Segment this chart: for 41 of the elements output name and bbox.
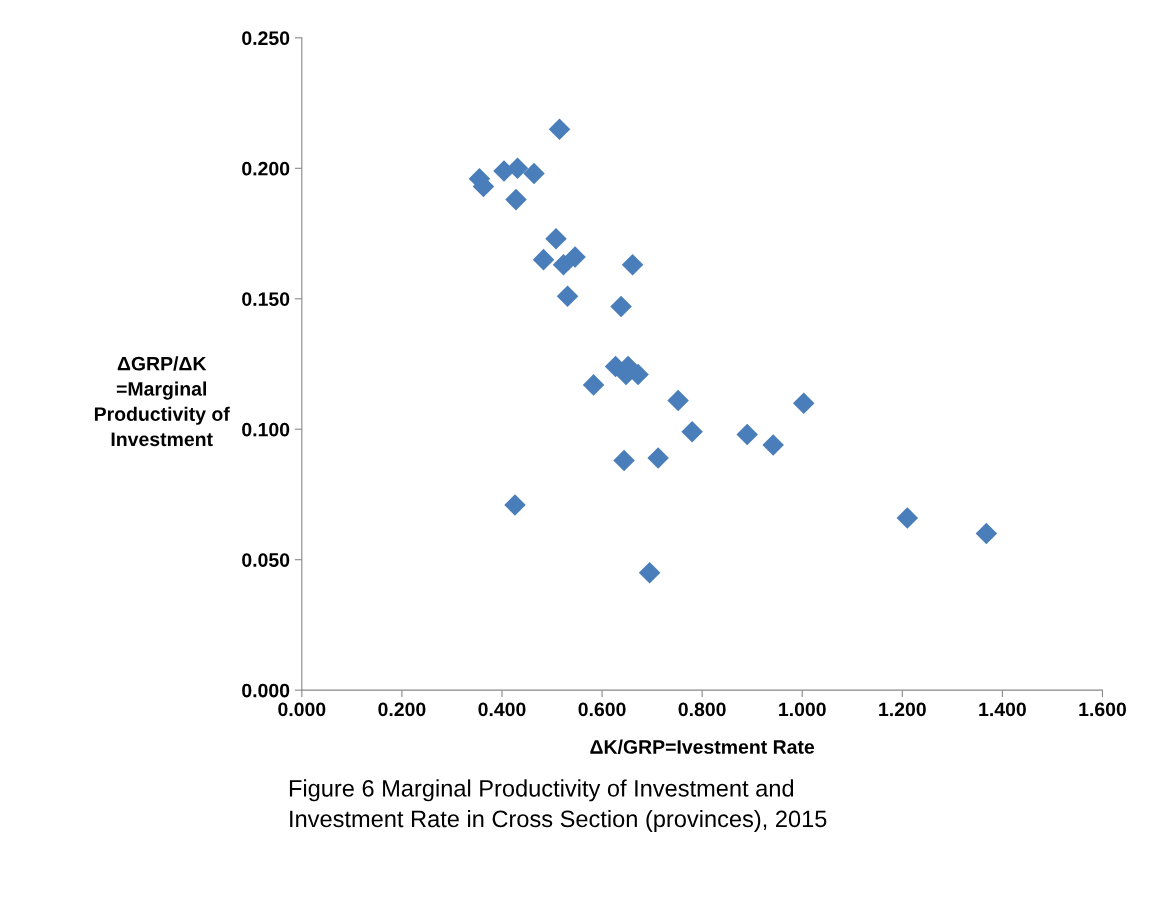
x-tick-label: 1.600 (1079, 702, 1126, 717)
point (792, 392, 815, 414)
point (681, 421, 703, 443)
point (523, 162, 545, 185)
y-tick-label: 0.000 (242, 683, 290, 698)
point (610, 295, 632, 318)
point (505, 188, 527, 211)
y-tick-label: 0.150 (242, 292, 290, 307)
y-tick-label: 0.250 (242, 31, 290, 46)
point (552, 254, 575, 276)
x-tick-label: 0.600 (578, 702, 626, 717)
x-tick-label: 1.200 (879, 702, 926, 717)
point (667, 389, 689, 412)
y-tick-label: 0.050 (242, 553, 290, 567)
x-tick-label: 0.200 (378, 702, 426, 717)
point (647, 447, 669, 469)
point (975, 522, 998, 545)
point (504, 494, 526, 516)
point (896, 507, 919, 529)
point (564, 246, 586, 268)
y-axis-title: ΔGRP/ΔK =Marginal Productivity of Investment (94, 356, 230, 447)
point (638, 561, 661, 584)
x-tick-label: 0.000 (278, 702, 326, 717)
point (506, 157, 529, 180)
x-axis-title: ΔK/GRP=Ivestment Rate (590, 739, 815, 755)
caption: Figure 6 Marginal Productivity of Investment and Investment Rate in Cross Section (provinces), 2015 (289, 779, 827, 832)
x-tick-label: 0.800 (678, 702, 726, 717)
point (532, 248, 555, 271)
point (736, 423, 758, 446)
point (762, 434, 784, 456)
point (556, 285, 579, 307)
point (548, 118, 571, 140)
y-tick-label: 0.100 (242, 422, 290, 437)
x-tick-label: 1.400 (979, 702, 1026, 717)
point (613, 449, 635, 472)
x-tick-label: 0.400 (478, 702, 526, 717)
point (621, 254, 644, 276)
y-tick-label: 0.200 (242, 161, 290, 176)
point (545, 228, 567, 250)
point (582, 374, 605, 396)
x-tick-label: 1.000 (779, 702, 826, 717)
